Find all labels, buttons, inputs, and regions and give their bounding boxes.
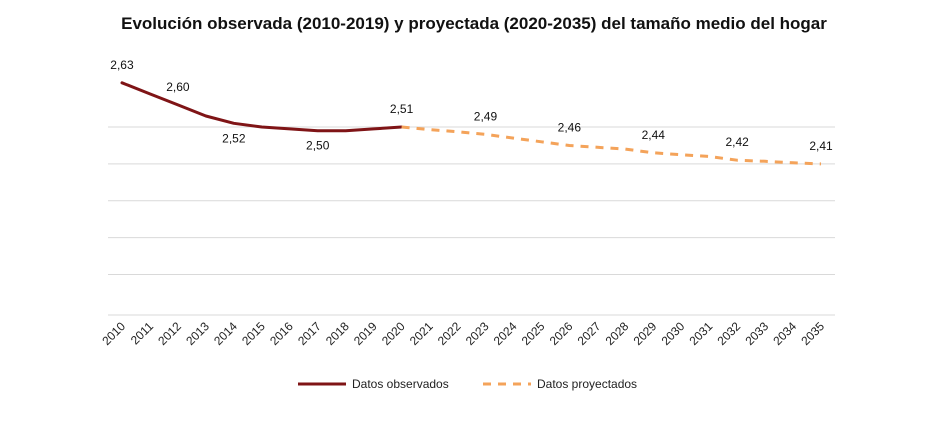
series-lines	[120, 81, 822, 166]
data-label: 2,41	[809, 139, 833, 153]
x-tick-label: 2018	[323, 319, 352, 348]
x-tick-label: 2023	[463, 319, 492, 348]
x-tick-label: 2028	[603, 319, 632, 348]
x-tick-label: 2030	[659, 319, 688, 348]
x-axis-ticks: 2010 2011 2012 2013 2014 2015 2016 2017 2018 2019…	[99, 319, 827, 348]
x-tick-label: 2017	[295, 319, 324, 348]
gridlines	[108, 126, 835, 316]
data-label: 2,60	[166, 80, 190, 94]
x-tick-label: 2020	[379, 319, 408, 348]
x-tick-label: 2035	[798, 319, 827, 348]
legend-label: Datos proyectados	[537, 377, 637, 391]
x-tick-label: 2011	[128, 319, 156, 347]
x-tick-label: 2025	[519, 319, 548, 348]
x-tick-label: 2022	[435, 319, 464, 348]
legend-label: Datos observados	[352, 377, 449, 391]
x-tick-label: 2019	[351, 319, 380, 348]
x-tick-label: 2010	[99, 319, 128, 348]
data-labels: 2,63 2,60 2,52 2,50 2,51 2,49 2,46 2,44 2,42 2,41	[110, 58, 833, 153]
data-label: 2,52	[222, 131, 246, 145]
data-label: 2,50	[306, 139, 330, 153]
series-line-proyectados	[401, 125, 822, 166]
data-label: 2,44	[642, 128, 666, 142]
data-label: 2,49	[474, 109, 498, 123]
x-tick-label: 2014	[211, 319, 240, 348]
x-tick-label: 2033	[742, 319, 771, 348]
x-tick-label: 2029	[631, 319, 660, 348]
x-tick-label: 2016	[267, 319, 296, 348]
x-tick-label: 2021	[407, 319, 436, 348]
x-tick-label: 2031	[687, 319, 716, 348]
x-tick-label: 2027	[575, 319, 604, 348]
data-label: 2,46	[558, 120, 582, 134]
x-tick-label: 2034	[770, 319, 799, 348]
x-tick-label: 2024	[491, 319, 520, 348]
x-tick-label: 2012	[155, 319, 184, 348]
data-label: 2,51	[390, 102, 414, 116]
x-tick-label: 2026	[547, 319, 576, 348]
legend: Datos observados Datos proyectados	[298, 377, 637, 391]
chart-title: Evolución observada (2010-2019) y proyec…	[121, 14, 827, 33]
x-tick-label: 2013	[183, 319, 212, 348]
data-label: 2,42	[725, 135, 749, 149]
x-tick-label: 2015	[239, 319, 268, 348]
series-line-observados	[120, 81, 404, 133]
data-label: 2,63	[110, 58, 134, 72]
x-tick-label: 2032	[714, 319, 743, 348]
